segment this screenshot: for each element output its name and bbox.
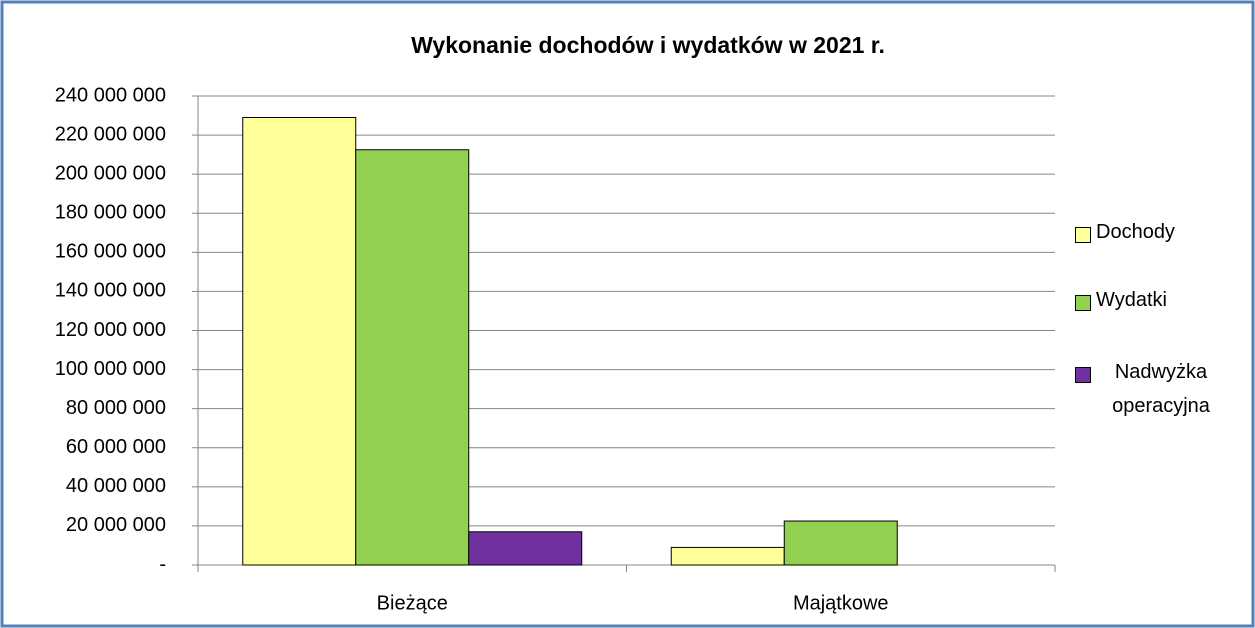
y-tick-label: 160 000 000 [55,241,166,263]
legend-item: Dochody [1075,221,1245,249]
x-tick-label: Bieżące [377,592,448,614]
y-tick-label: 40 000 000 [66,475,166,497]
legend-label: Dochody [1096,221,1175,243]
y-tick-label: 140 000 000 [55,280,166,302]
x-tick-label: Majątkowe [793,592,889,614]
legend-swatch [1075,295,1091,311]
y-tick-label: 200 000 000 [55,162,166,184]
y-tick-label: 220 000 000 [55,123,166,145]
bar [670,546,785,566]
y-tick-label: 240 000 000 [55,84,166,106]
bar [242,116,357,566]
legend-swatch [1075,367,1091,383]
y-tick-label: - [159,553,166,575]
y-tick-label: 180 000 000 [55,202,166,224]
legend-label: Nadwyżka operacyjna [1112,361,1210,417]
legend-swatch [1075,227,1091,243]
bar [468,531,583,566]
legend-item: Nadwyżka operacyjna [1075,361,1245,423]
y-tick-label: 120 000 000 [55,319,166,341]
chart-title: Wykonanie dochodów i wydatków w 2021 r. [411,32,885,58]
y-tick-label: 100 000 000 [55,358,166,380]
legend-label: Wydatki [1096,289,1167,311]
legend-item: Wydatki [1075,289,1245,317]
bar [355,149,470,566]
y-tick-label: 80 000 000 [66,397,166,419]
bar [783,520,898,566]
y-tick-label: 60 000 000 [66,436,166,458]
y-tick-label: 20 000 000 [66,514,166,536]
